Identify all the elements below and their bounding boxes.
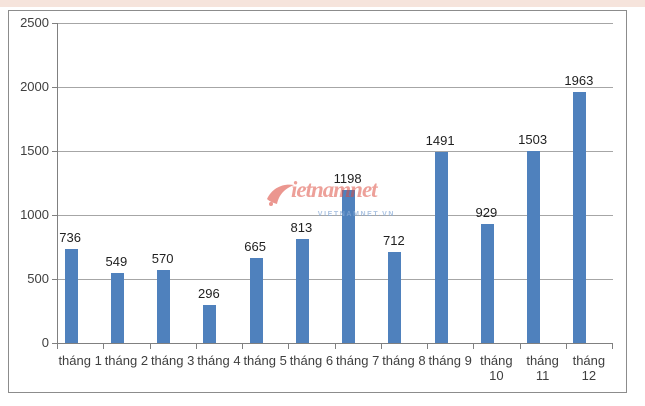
x-axis-tick [242, 344, 243, 349]
bar [388, 252, 402, 343]
x-category-label: tháng 9 [428, 353, 472, 368]
x-axis-tick [103, 344, 105, 349]
bar-value-label: 665 [244, 239, 266, 254]
bar [249, 258, 263, 343]
plot-area [57, 23, 613, 344]
x-category-label: tháng 2 [104, 353, 149, 368]
bar-value-label: 1198 [333, 171, 362, 186]
bar-value-label: 1503 [518, 132, 548, 147]
y-axis-tick [52, 23, 57, 24]
x-axis-tick [288, 344, 290, 349]
x-axis-tick [57, 344, 58, 349]
x-axis-tick [612, 344, 613, 349]
bar [434, 152, 448, 343]
y-axis-tick [52, 87, 57, 88]
x-axis-tick [519, 344, 521, 349]
x-axis-tick [565, 344, 567, 349]
y-tick-label: 2500 [20, 15, 49, 30]
bar-value-label: 736 [59, 230, 81, 245]
gridline [58, 215, 613, 216]
x-axis-tick [380, 344, 382, 349]
y-axis-tick [52, 279, 57, 280]
bar [203, 305, 217, 343]
bar-value-label: 549 [105, 254, 128, 269]
y-tick-label: 500 [27, 271, 49, 286]
bar-value-label: 929 [475, 205, 498, 220]
gridline [58, 23, 613, 24]
y-axis-tick [52, 343, 57, 344]
y-tick-label: 0 [41, 335, 49, 350]
bar-value-label: 296 [198, 286, 220, 301]
bar-value-label: 1963 [564, 73, 594, 88]
x-category-label: tháng 3 [150, 353, 195, 368]
x-category-label: tháng 11 [526, 353, 559, 383]
x-category-label: tháng 1 [58, 353, 102, 368]
x-category-label: tháng 10 [480, 353, 513, 383]
bar [64, 249, 78, 343]
y-tick-label: 2000 [20, 79, 49, 94]
x-category-label: tháng 12 [572, 353, 606, 383]
bar [342, 190, 356, 343]
gridline [58, 151, 613, 152]
x-category-label: tháng 8 [382, 353, 426, 368]
bar-value-label: 570 [151, 251, 174, 266]
chart-container: ietnamnet VIETNAMNET.VN 0 500 1000 1500 2000… [8, 10, 627, 393]
x-axis-tick [149, 344, 151, 349]
x-category-label: tháng 5 [243, 353, 287, 368]
bar [110, 273, 124, 343]
bar [573, 92, 587, 343]
bar-value-label: 712 [383, 233, 405, 248]
gridline [58, 279, 613, 280]
y-tick-label: 1500 [20, 143, 49, 158]
top-strip [0, 0, 645, 7]
x-axis-tick [427, 344, 428, 349]
bar-value-label: 1491 [425, 133, 455, 148]
x-category-label: tháng 6 [289, 353, 334, 368]
bar [157, 270, 171, 343]
gridline [58, 87, 613, 88]
bar [527, 151, 541, 343]
bar [480, 224, 494, 343]
y-axis-tick [52, 151, 57, 152]
x-category-label: tháng 7 [335, 353, 380, 368]
x-axis-tick [195, 344, 197, 349]
bar [295, 239, 309, 343]
x-axis-tick [473, 344, 475, 349]
y-axis-tick [52, 215, 57, 216]
y-tick-label: 1000 [20, 207, 49, 222]
bar-value-label: 813 [290, 220, 313, 235]
x-category-label: tháng 4 [197, 353, 241, 368]
x-axis-tick [334, 344, 336, 349]
